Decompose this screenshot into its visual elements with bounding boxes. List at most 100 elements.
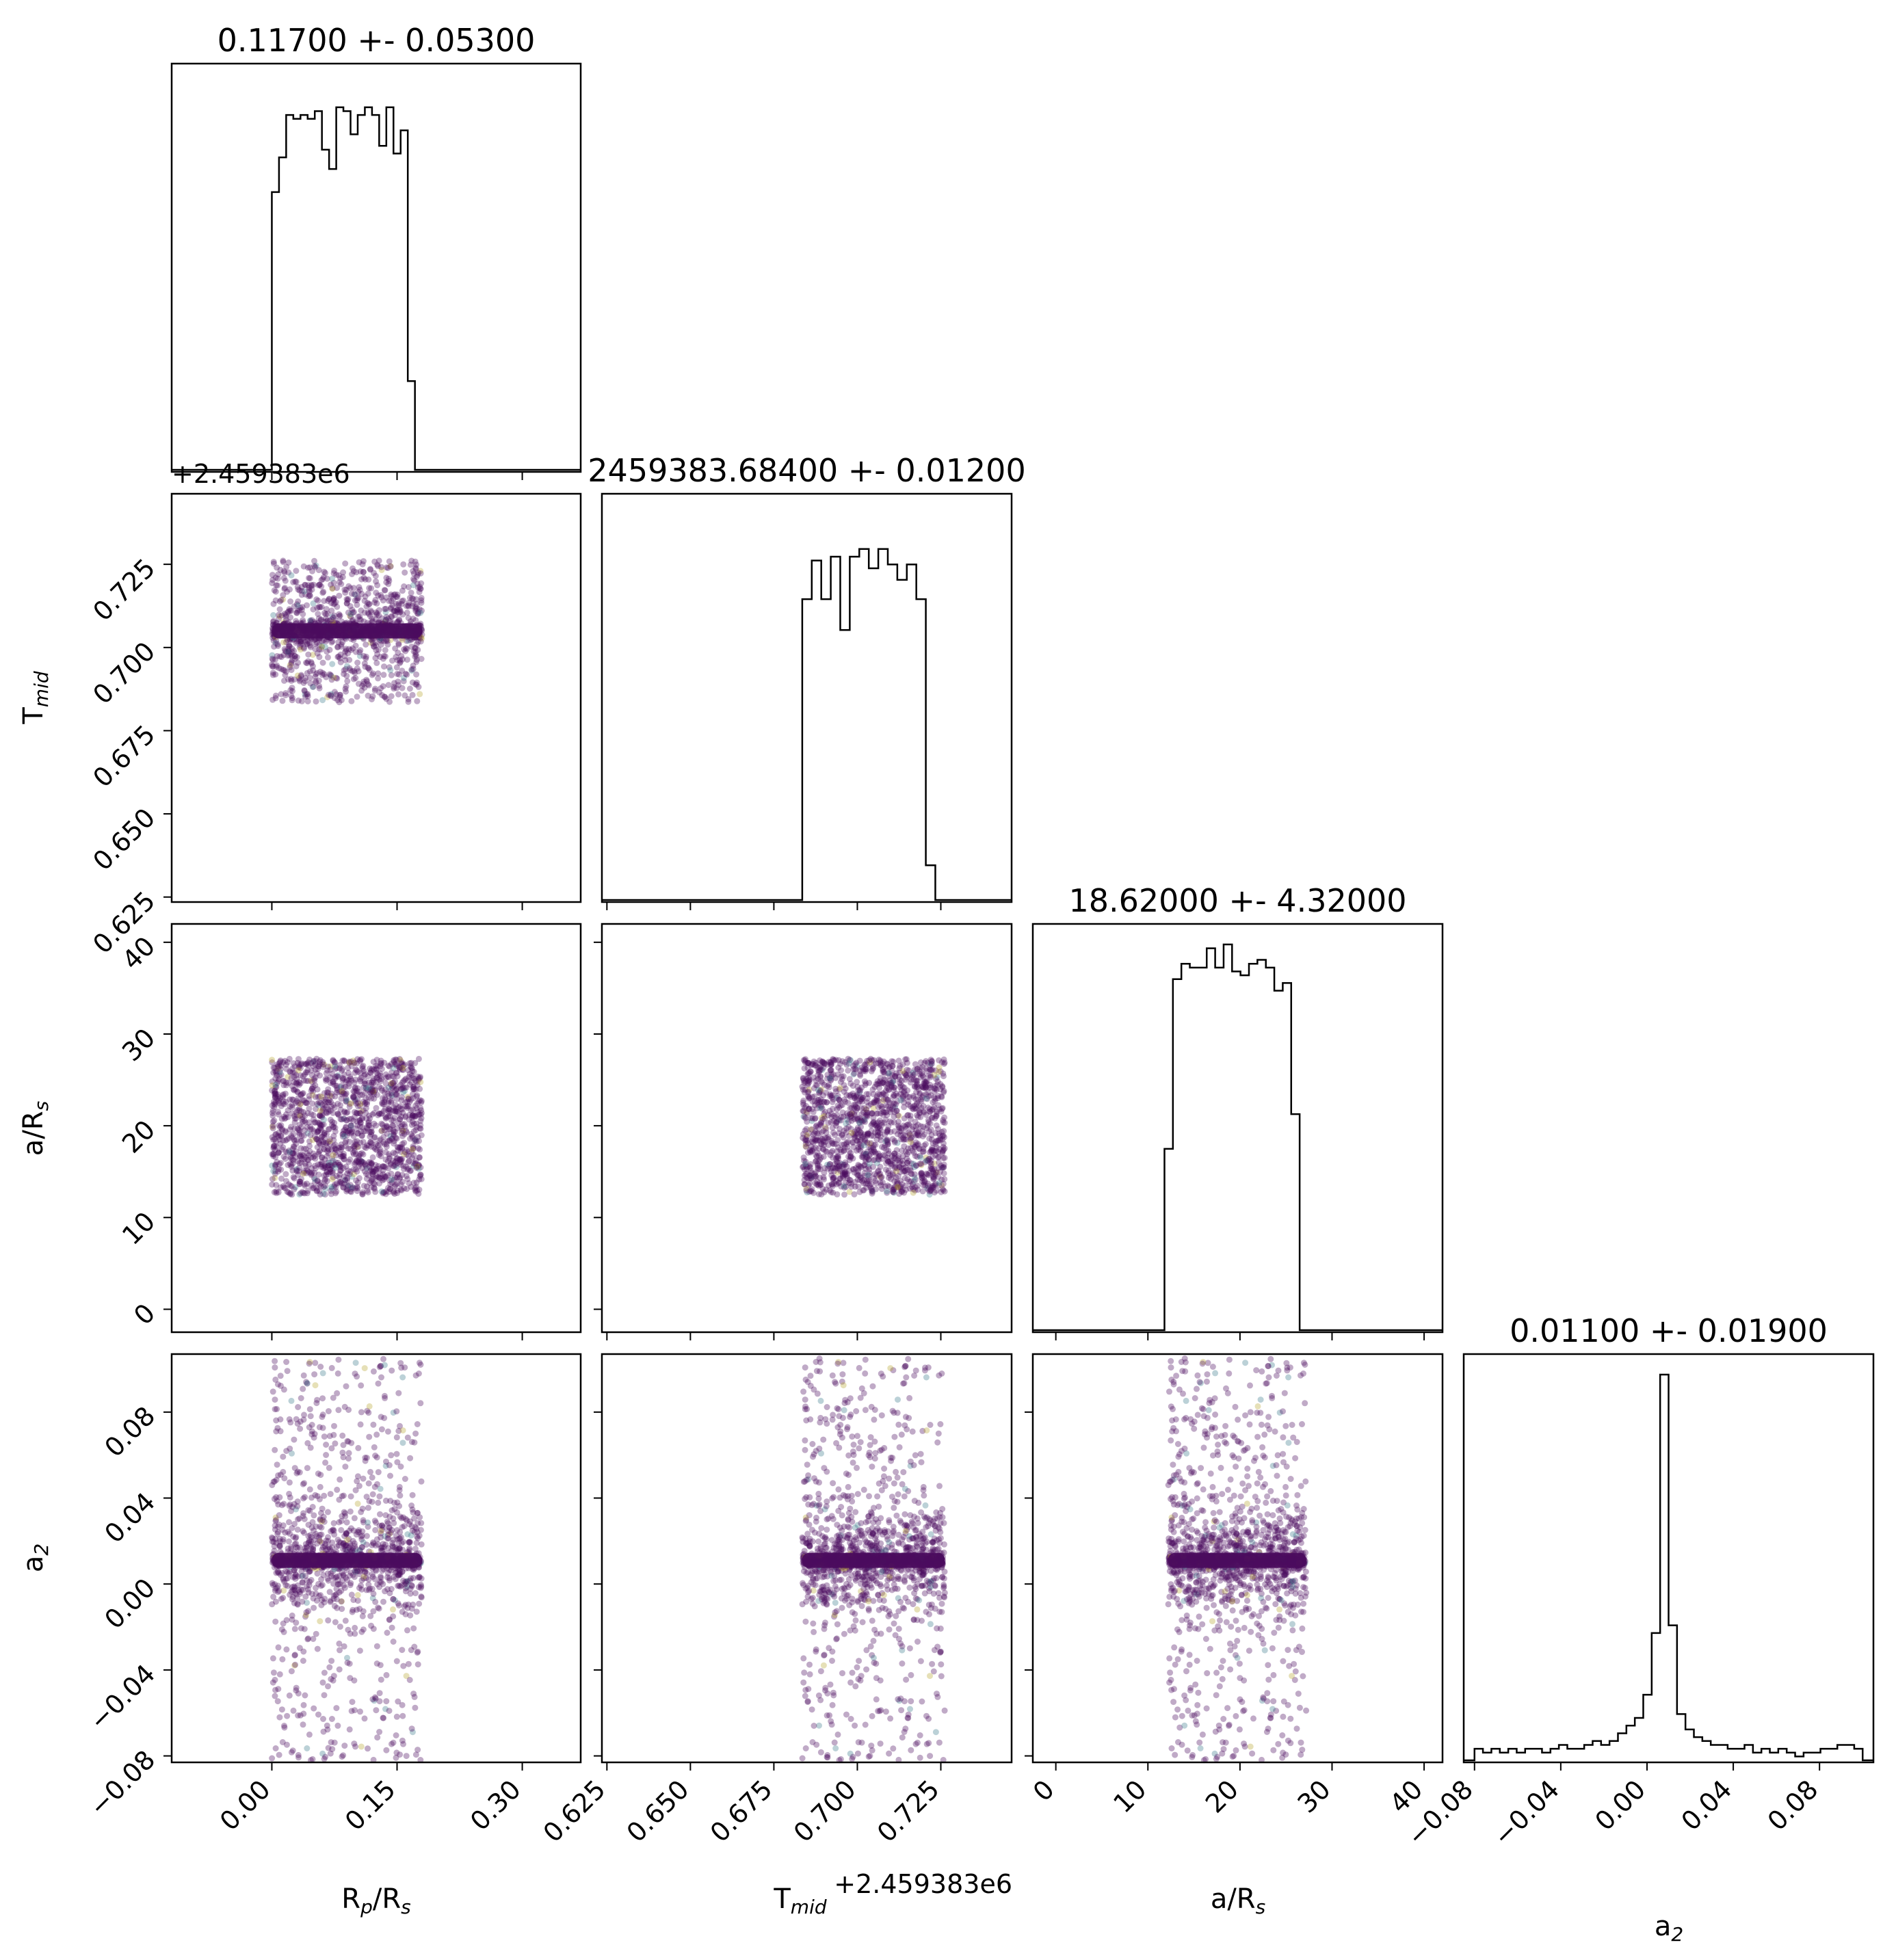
scatter-point (285, 648, 291, 655)
scatter-point (289, 1191, 295, 1198)
scatter-point (295, 1067, 302, 1074)
scatter-point (415, 683, 422, 690)
scatter-point (269, 657, 276, 663)
scatter-point (806, 1076, 813, 1083)
scatter-point (349, 668, 356, 674)
scatter-point (907, 1167, 914, 1174)
scatter-point (285, 569, 292, 576)
scatter-point (306, 1486, 313, 1493)
scatter-point (382, 647, 389, 654)
scatter-point (272, 597, 279, 604)
scatter-point (295, 586, 302, 593)
scatter-point (361, 1715, 368, 1722)
scatter-point (325, 1089, 332, 1096)
scatter-point (382, 693, 389, 700)
scatter-point (839, 1163, 845, 1170)
scatter-point (315, 567, 322, 574)
scatter-point (283, 1178, 289, 1184)
scatter-point (932, 1098, 938, 1104)
scatter-point (371, 687, 378, 694)
scatter-point (282, 648, 289, 655)
scatter-rp-a2 (172, 1354, 581, 1764)
scatter-point (388, 1452, 395, 1459)
scatter-point (406, 599, 412, 606)
scatter-point (339, 1753, 345, 1760)
scatter-point (845, 1067, 852, 1074)
scatter-point (286, 652, 293, 659)
scatter-point (417, 568, 424, 574)
scatter-point (326, 618, 333, 624)
scatter-point (348, 1077, 355, 1084)
scatter-point (288, 572, 295, 579)
scatter-point (339, 639, 346, 646)
scatter-point (291, 1626, 298, 1632)
scatter-point (285, 1162, 291, 1168)
scatter-point (347, 585, 354, 592)
scatter-point (317, 668, 324, 675)
scatter-point (927, 1159, 934, 1166)
scatter-point (363, 603, 370, 610)
scatter-point (395, 618, 401, 625)
scatter-point (269, 1388, 276, 1395)
scatter-point (865, 1130, 872, 1137)
scatter-point (313, 698, 319, 705)
scatter-point (378, 1374, 384, 1381)
scatter-point (343, 646, 350, 652)
scatter-point (352, 1089, 358, 1095)
scatter-point (822, 1135, 828, 1141)
scatter-point (415, 1075, 422, 1082)
scatter-point (403, 637, 410, 644)
scatter-point (313, 596, 320, 602)
scatter-point (400, 561, 407, 568)
scatter-point (417, 691, 423, 698)
scatter-point (308, 660, 315, 667)
scatter-point (883, 1109, 890, 1115)
scatter-point (277, 1184, 284, 1191)
scatter-point (895, 1157, 901, 1163)
scatter-point (396, 1065, 403, 1072)
scatter-point (369, 672, 376, 678)
scatter-point (363, 653, 369, 660)
scatter-point (297, 605, 304, 611)
scatter-point (367, 566, 373, 573)
scatter-point (321, 568, 328, 575)
scatter-point (307, 680, 314, 687)
scatter-point (288, 1397, 295, 1404)
scatter-point (394, 657, 401, 663)
scatter-point (332, 1124, 339, 1131)
scatter-point (414, 698, 421, 704)
scatter-point (369, 1111, 376, 1117)
scatter-point (280, 574, 287, 581)
scatter-point (815, 1087, 821, 1094)
scatter-point (397, 660, 403, 667)
scatter-point (285, 609, 291, 615)
scatter-point (399, 685, 406, 691)
scatter-point (373, 1104, 380, 1111)
scatter-point (338, 1526, 345, 1533)
scatter-point (371, 1180, 378, 1187)
scatter-point (337, 691, 343, 698)
scatter-point (276, 665, 282, 672)
scatter-point (837, 1117, 844, 1124)
scatter-point (897, 1063, 904, 1070)
scatter-point (283, 1646, 290, 1653)
scatter-point (288, 667, 295, 674)
scatter-point (297, 642, 304, 649)
scatter-point (368, 1128, 375, 1135)
scatter-point (382, 1071, 389, 1078)
scatter-point (898, 1125, 905, 1132)
scatter-point (410, 596, 417, 602)
scatter-point (298, 607, 305, 613)
scatter-point (912, 1123, 919, 1130)
scatter-point (274, 564, 280, 571)
scatter-point (373, 610, 380, 617)
scatter-point (917, 1109, 923, 1116)
scatter-point (414, 1134, 421, 1141)
scatter-point (897, 1097, 904, 1104)
scatter-point (405, 1152, 412, 1159)
scatter-point (402, 648, 409, 654)
scatter-point (275, 615, 282, 622)
scatter-point (879, 1179, 886, 1186)
scatter-point (801, 1065, 808, 1072)
scatter-point (280, 592, 287, 598)
